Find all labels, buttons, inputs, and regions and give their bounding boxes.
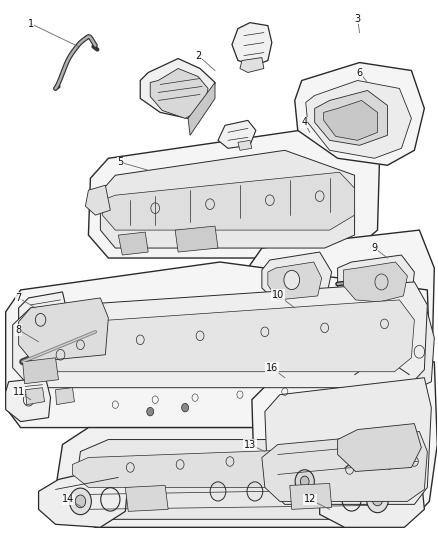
- Polygon shape: [250, 310, 352, 368]
- Polygon shape: [13, 282, 427, 387]
- Polygon shape: [262, 432, 427, 502]
- Text: 4: 4: [302, 117, 308, 127]
- Circle shape: [300, 476, 309, 487]
- Polygon shape: [248, 230, 434, 408]
- Polygon shape: [240, 58, 264, 72]
- Text: 5: 5: [117, 157, 124, 167]
- Circle shape: [284, 270, 300, 289]
- Polygon shape: [320, 464, 424, 527]
- Polygon shape: [140, 59, 215, 118]
- Text: 6: 6: [357, 68, 363, 77]
- Polygon shape: [125, 486, 168, 511]
- Polygon shape: [262, 252, 332, 305]
- Polygon shape: [338, 255, 414, 308]
- Polygon shape: [6, 262, 431, 427]
- Circle shape: [182, 403, 189, 412]
- Circle shape: [372, 493, 383, 506]
- Text: 9: 9: [371, 243, 378, 253]
- Polygon shape: [102, 172, 355, 230]
- Polygon shape: [324, 100, 378, 140]
- Text: 2: 2: [195, 51, 201, 61]
- Text: 11: 11: [13, 386, 25, 397]
- Circle shape: [147, 407, 154, 416]
- Text: 14: 14: [62, 495, 74, 504]
- Polygon shape: [295, 62, 424, 165]
- Polygon shape: [306, 80, 411, 158]
- Polygon shape: [290, 483, 332, 510]
- Polygon shape: [268, 262, 321, 300]
- Polygon shape: [338, 424, 421, 472]
- Polygon shape: [75, 440, 385, 519]
- Circle shape: [75, 495, 86, 508]
- Polygon shape: [31, 335, 63, 352]
- Polygon shape: [39, 467, 128, 527]
- Polygon shape: [218, 120, 256, 148]
- Polygon shape: [188, 83, 215, 135]
- Text: 8: 8: [16, 325, 22, 335]
- Circle shape: [70, 488, 92, 515]
- Circle shape: [367, 486, 389, 513]
- Polygon shape: [88, 131, 379, 258]
- Text: 10: 10: [272, 290, 284, 300]
- Text: 3: 3: [354, 14, 360, 23]
- Text: 13: 13: [244, 440, 256, 449]
- Polygon shape: [100, 150, 355, 248]
- Polygon shape: [85, 185, 110, 215]
- Polygon shape: [265, 378, 431, 504]
- Polygon shape: [19, 298, 108, 362]
- Polygon shape: [72, 448, 371, 487]
- Polygon shape: [238, 140, 252, 150]
- Polygon shape: [19, 292, 68, 342]
- Polygon shape: [118, 232, 148, 255]
- Polygon shape: [175, 226, 218, 252]
- Polygon shape: [252, 362, 437, 518]
- Polygon shape: [25, 387, 45, 405]
- Polygon shape: [56, 427, 407, 527]
- Polygon shape: [56, 387, 74, 405]
- Polygon shape: [28, 300, 414, 372]
- Text: 7: 7: [15, 293, 22, 303]
- Polygon shape: [314, 91, 388, 146]
- Text: 16: 16: [266, 363, 278, 373]
- Polygon shape: [260, 318, 342, 362]
- Polygon shape: [150, 69, 208, 118]
- Polygon shape: [339, 312, 434, 394]
- Text: 1: 1: [28, 19, 34, 29]
- Polygon shape: [6, 378, 50, 422]
- Text: 12: 12: [304, 495, 316, 504]
- Polygon shape: [232, 22, 272, 66]
- Polygon shape: [343, 262, 407, 302]
- Circle shape: [295, 470, 314, 493]
- Polygon shape: [23, 358, 59, 384]
